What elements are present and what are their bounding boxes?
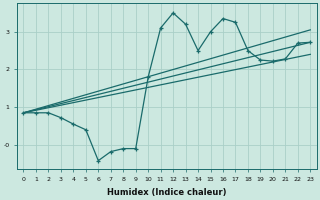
X-axis label: Humidex (Indice chaleur): Humidex (Indice chaleur) xyxy=(107,188,227,197)
